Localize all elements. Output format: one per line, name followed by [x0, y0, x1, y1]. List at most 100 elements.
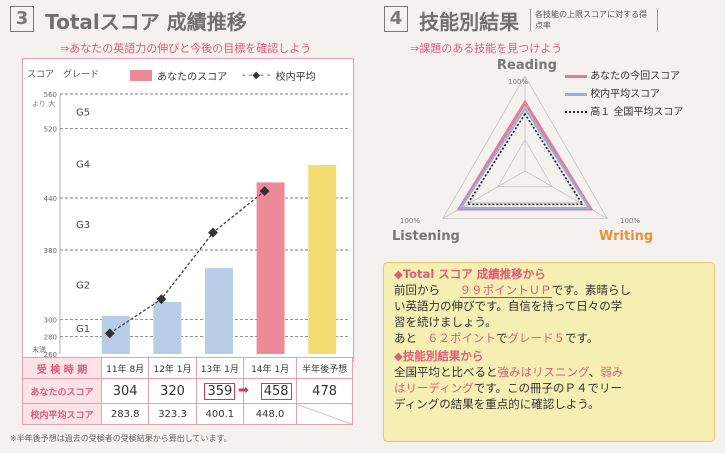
y-tick-label: 380: [44, 247, 57, 255]
row-label-avg: 校内平均スコア: [22, 403, 102, 425]
legend-school-swatch: [565, 92, 587, 96]
radar-grid: [442, 75, 608, 219]
row-label-you: あなたのスコア: [22, 378, 102, 404]
score-table: 受 検 時 期 11年 8月 12年 1月 13年 1月 14年 1月 半年後予…: [22, 357, 353, 425]
score-bar: [153, 302, 182, 354]
period-cell: 14年 1月: [243, 357, 298, 379]
advice-heading-total: ◆Total スコア 成績推移から: [394, 267, 546, 281]
avg-line: [109, 190, 265, 334]
advice-text-span: あと: [394, 331, 417, 345]
y-tick-label: 560: [44, 91, 57, 99]
legend-you: あなたのスコア: [130, 65, 227, 84]
advice-highlight-strength: 強みはリスニング: [497, 365, 589, 379]
score-bar: [205, 268, 233, 354]
advice-line: あと ６２ポイントでグレード５です。: [394, 330, 710, 346]
advice-line: はリーディングです。この冊子のＰ４でリー: [394, 380, 710, 396]
advice-box: [383, 262, 715, 442]
advice-text-span: 、: [588, 365, 601, 379]
legend-avg: - -◆- - 校内平均: [242, 65, 316, 84]
section-title: Totalスコア 成績推移: [45, 10, 247, 34]
table-row-period: 受 検 時 期 11年 8月 12年 1月 13年 1月 14年 1月 半年後予…: [22, 357, 353, 379]
title-note: 各技能の上限スコアに対する得点率: [530, 9, 658, 31]
y-tick-label: 300: [44, 316, 57, 324]
advice-text-span: です。素晴らし: [551, 283, 632, 297]
axis-bottom-note: 未満: [32, 346, 46, 354]
grade-label: G3: [76, 220, 90, 231]
you-score-cell: 478: [296, 378, 353, 404]
legend-you-swatch: [130, 70, 152, 81]
period-cell: 半年後予想: [296, 357, 353, 379]
section-subtitle: ⇒あなたの英語力の伸びと今後の目標を確認しよう: [60, 42, 312, 55]
legend-current: あなたの今回スコア: [565, 68, 683, 86]
you-score-prev: 359: [204, 382, 236, 400]
section-subtitle: ⇒課題のある技能を見つけよう: [410, 42, 563, 55]
score-chart: 260 280 300 380 440 520 560 G1 G2 G3 G4 G5: [44, 91, 348, 359]
legend-national: 高１ 全国平均スコア: [565, 104, 683, 122]
axis-label-reading: Reading: [497, 58, 557, 73]
radar-legend: あなたの今回スコア 校内平均スコア 高１ 全国平均スコア: [565, 68, 683, 122]
skill-radar-chart: [442, 75, 608, 219]
avg-point: [259, 186, 270, 197]
advice-line: 全国平均と比べると強みはリスニング、弱み: [394, 364, 710, 380]
advice-highlight-up: ９９ポイントＵＰ: [459, 283, 552, 298]
grade-label: G1: [76, 324, 90, 335]
avg-point: [156, 294, 167, 305]
legend-school: 校内平均スコア: [565, 86, 683, 104]
advice-text-span: 全国平均と比べると: [394, 365, 498, 379]
legend-school-label: 校内平均スコア: [590, 89, 661, 100]
grade-label: G2: [76, 281, 90, 292]
advice-text-span: です。この冊子のＰ４でリー: [473, 381, 623, 395]
arrow-right-icon: ➡: [238, 383, 249, 398]
axis-grade-label: グレード: [63, 70, 100, 80]
section-number: 3: [10, 6, 34, 32]
you-score-cell: 359: [195, 378, 245, 404]
section-3-header: 3 Totalスコア 成績推移: [10, 6, 247, 35]
avg-score-cell: 448.0: [243, 403, 298, 425]
advice-heading-skill: ◆技能別結果から: [394, 349, 484, 363]
legend-avg-label: 校内平均: [275, 72, 316, 83]
advice-highlight-grade: グレード５: [507, 331, 566, 345]
grade-label: G4: [76, 159, 90, 170]
score-bar: [101, 315, 130, 354]
advice-highlight-points: ６２ポイント: [427, 331, 496, 345]
period-cell: 13年 1月: [195, 357, 245, 379]
you-score-cell: 304: [100, 378, 150, 404]
advice-line: 前回から ９９ポイントＵＰです。素晴らし: [394, 282, 710, 298]
you-score-cell: ➡ 458: [238, 378, 298, 404]
legend-current-label: あなたの今回スコア: [590, 71, 681, 82]
period-cell: 12年 1月: [148, 357, 197, 379]
radar-school: [458, 106, 592, 210]
radar-axis: [524, 170, 608, 219]
period-cell: 11年 8月: [100, 357, 150, 379]
advice-line: ディングの結果を重点的に確認しよう。: [394, 397, 600, 411]
advice-highlight-weak: 弱み: [600, 365, 624, 379]
axis-label-writing: Writing: [599, 229, 654, 244]
table-row-you: あなたのスコア 304 320 359 ➡ 458 478: [22, 378, 353, 404]
legend-avg-line: - -◆- -: [242, 70, 271, 81]
advice-text-span: で: [496, 331, 508, 345]
score-chart-panel: [22, 58, 354, 362]
axis-top-note: より 大: [32, 100, 56, 108]
axis-score-label: スコア: [27, 70, 55, 80]
you-score-cell: 320: [148, 378, 197, 404]
legend-current-swatch: [565, 74, 587, 78]
score-bar: [308, 165, 337, 354]
score-bar: [256, 182, 285, 354]
advice-text: ◆Total スコア 成績推移から 前回から ９９ポイントＵＰです。素晴らし い…: [394, 266, 710, 412]
advice-line: 習を続けましょう。: [394, 315, 497, 329]
y-tick-label: 280: [44, 334, 57, 342]
y-tick-label: 260: [44, 351, 57, 359]
section-number: 4: [384, 6, 408, 32]
section-4-header: 4 技能別結果: [384, 6, 519, 35]
table-row-avg: 校内平均スコア 283.8 323.3 400.1 448.0: [22, 403, 353, 425]
advice-highlight-weak: はリーディング: [394, 381, 474, 395]
advice-text-span: 前回から: [394, 283, 440, 297]
legend-national-label: 高１ 全国平均スコア: [590, 107, 684, 118]
avg-score-cell-empty: [296, 403, 353, 425]
radar-national: [465, 112, 585, 206]
radar-grid: [497, 138, 553, 188]
advice-text-span: です。: [565, 331, 599, 345]
avg-point: [208, 227, 218, 238]
pct-left: 100%: [400, 217, 421, 225]
radar-axis: [442, 170, 526, 219]
